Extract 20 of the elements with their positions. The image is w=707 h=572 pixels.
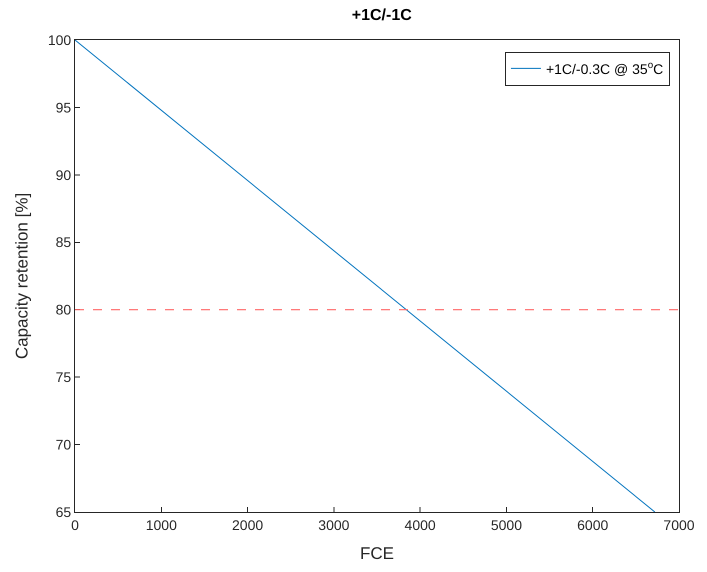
y-tick-label: 90: [56, 166, 72, 183]
chart-title: +1C/-1C: [352, 6, 412, 24]
x-tick-label: 0: [71, 516, 80, 533]
y-tick-label: 80: [56, 302, 72, 318]
y-tick-label: 85: [56, 234, 72, 250]
x-tick-label: 2000: [232, 516, 264, 533]
x-tick-label: 6000: [577, 516, 608, 533]
x-tick-label: 3000: [318, 516, 350, 533]
y-tick-label: 75: [56, 369, 72, 386]
x-tick-label: 5000: [490, 516, 522, 533]
y-tick-label: 70: [56, 436, 72, 452]
x-tick-label: 1000: [146, 516, 178, 533]
y-tick-label: 95: [56, 99, 72, 116]
x-axis-title: FCE: [360, 544, 394, 564]
y-tick-label: 65: [56, 504, 72, 520]
x-tick-label: 4000: [404, 516, 436, 533]
legend-label: +1C/-0.3C @ 35$^{o}$C: [546, 60, 664, 77]
y-tick-label: 100: [48, 32, 72, 48]
x-tick-label: 7000: [663, 516, 695, 533]
y-axis-title: Capacity retention [%]: [12, 192, 32, 360]
